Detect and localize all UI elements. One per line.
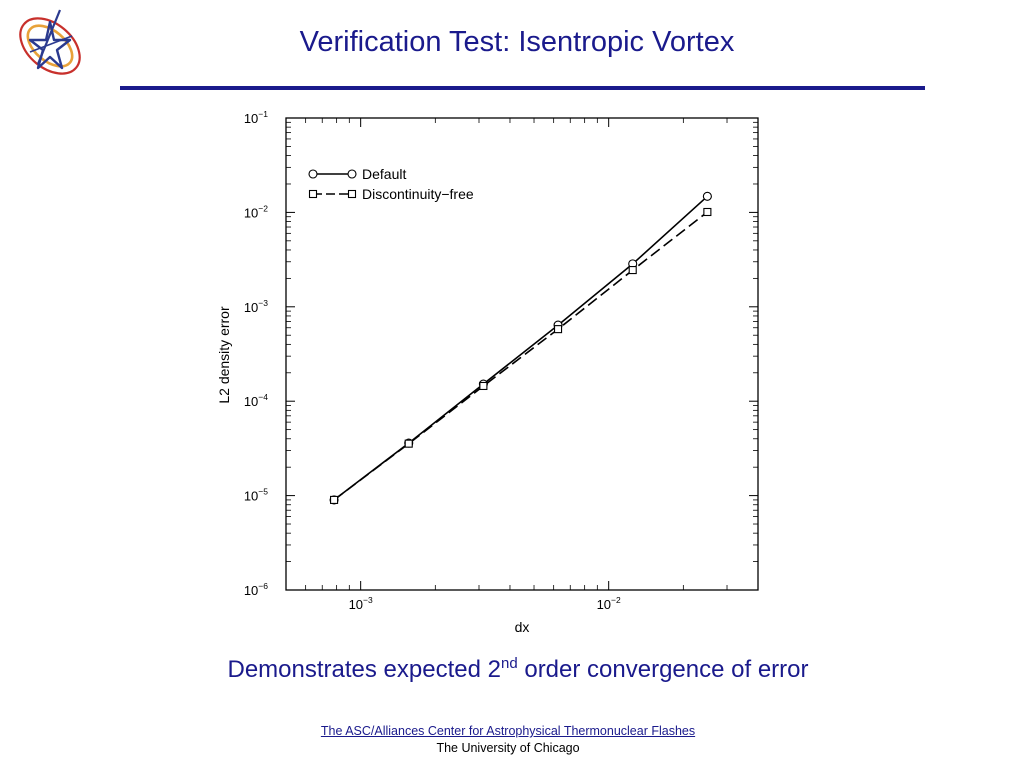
footer-university: The University of Chicago <box>436 741 580 755</box>
x-tick-label: 10−3 <box>349 595 373 612</box>
series-line-discontinuity-free <box>333 211 708 501</box>
title-divider <box>120 86 925 90</box>
footer-center-link[interactable]: The ASC/Alliances Center for Astrophysic… <box>320 724 696 738</box>
data-point-discontinuity-free <box>628 266 637 275</box>
flash-center-star-logo-icon <box>19 9 81 75</box>
data-point-discontinuity-free <box>554 325 563 334</box>
slide-caption: Demonstrates expected 2nd order converge… <box>0 656 1024 684</box>
data-point-discontinuity-free <box>330 495 339 504</box>
data-point-default <box>702 191 712 201</box>
legend-label: Default <box>362 166 406 182</box>
y-tick-label: 10−4 <box>244 392 268 409</box>
y-tick-label: 10−3 <box>244 298 268 315</box>
legend-marker <box>308 169 318 179</box>
slide-title: Verification Test: Isentropic Vortex <box>299 26 735 58</box>
slide-footer: The ASC/Alliances Center for Astrophysic… <box>0 723 1016 757</box>
legend-marker <box>347 169 357 179</box>
plot-frame <box>285 117 759 591</box>
caption-superscript: nd <box>500 655 518 672</box>
y-tick-label: 10−1 <box>244 109 268 126</box>
legend-marker <box>308 189 318 199</box>
legend-marker <box>347 189 357 199</box>
y-axis-label: L2 density error <box>216 306 232 404</box>
y-tick-label: 10−2 <box>244 203 268 220</box>
y-tick-label: 10−6 <box>244 581 268 598</box>
caption-main: Demonstrates expected 2 <box>227 656 501 683</box>
data-point-discontinuity-free <box>479 381 488 391</box>
data-point-discontinuity-free <box>404 439 413 448</box>
x-axis-label: dx <box>515 619 530 635</box>
legend-label: Discontinuity−free <box>362 186 474 202</box>
caption-tail: order convergence of error <box>517 656 809 683</box>
data-point-discontinuity-free <box>703 207 712 217</box>
flash-center-logo <box>19 9 81 75</box>
series-line-default <box>333 195 708 501</box>
y-tick-label: 10−5 <box>244 487 268 504</box>
x-tick-label: 10−2 <box>597 595 621 612</box>
